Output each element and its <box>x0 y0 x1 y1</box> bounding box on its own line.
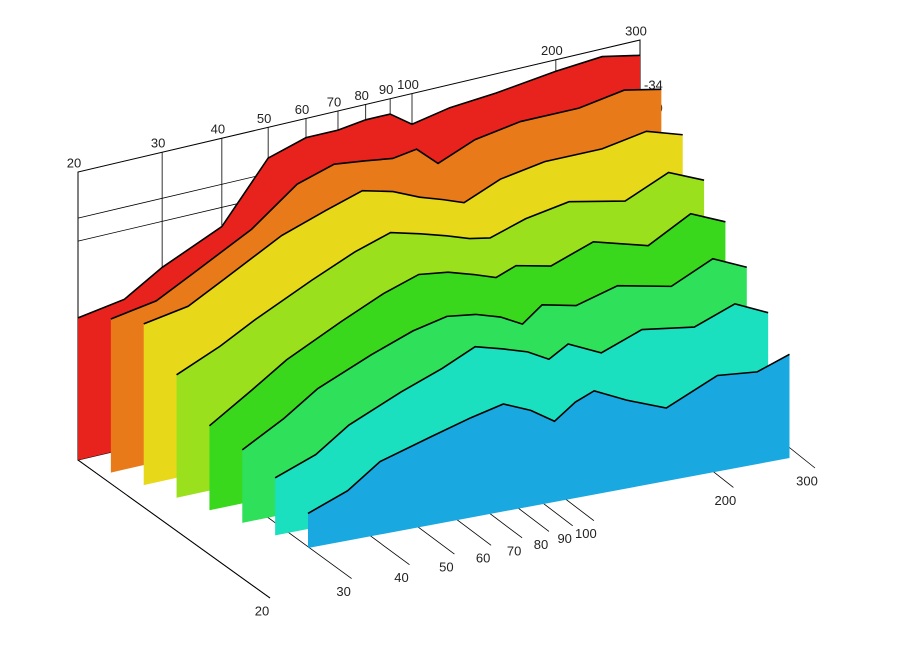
slice-line <box>143 130 683 325</box>
x-tick-label: 90 <box>557 531 571 546</box>
x-tick-label: 40 <box>211 122 225 137</box>
x-tick-label: 90 <box>379 82 393 97</box>
x-tick-label: 50 <box>257 111 271 126</box>
x-tick-label: 70 <box>507 543 521 558</box>
x-tick-label: 70 <box>327 94 341 109</box>
x-tick-label: 50 <box>439 559 453 574</box>
slice-line <box>241 257 747 451</box>
x-tick-label: 60 <box>295 102 309 117</box>
x-tick-label: 80 <box>354 88 368 103</box>
x-tick-label: 200 <box>715 493 737 508</box>
x-tick-label: 30 <box>336 584 350 599</box>
slice-line <box>208 212 726 427</box>
slice-line <box>110 88 662 320</box>
slice-line <box>274 302 769 479</box>
x-tick-label: 30 <box>151 136 165 151</box>
x-tick-label: 300 <box>796 473 818 488</box>
x-tick-label: 100 <box>397 77 419 92</box>
slice-line <box>176 171 705 376</box>
slice-line <box>307 353 790 515</box>
slice-line <box>77 54 641 319</box>
floor-line <box>77 459 271 599</box>
x-tick-label: 80 <box>534 537 548 552</box>
x-tick-label: 200 <box>541 43 563 58</box>
x-tick-label: 300 <box>625 23 647 38</box>
x-tick-label: 20 <box>67 155 81 170</box>
x-tick-label: 40 <box>394 570 408 585</box>
x-tick-label: 100 <box>575 526 597 541</box>
slice-area <box>308 354 790 548</box>
x-tick-label: 20 <box>255 603 269 618</box>
x-tick-label: 60 <box>476 551 490 566</box>
